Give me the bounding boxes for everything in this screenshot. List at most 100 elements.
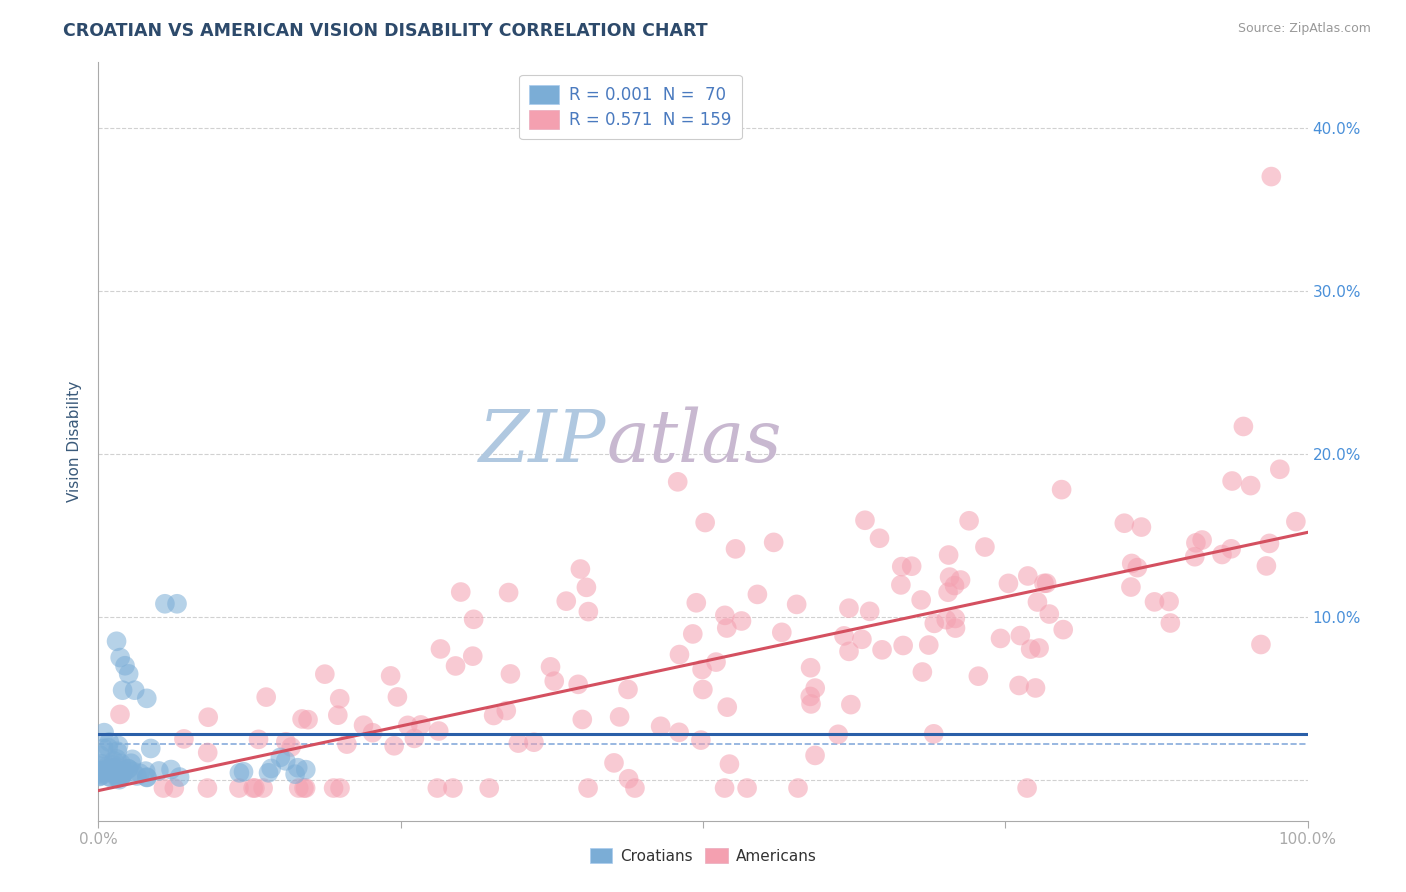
Point	[1256, 558, 1278, 573]
Point	[495, 704, 517, 718]
Point	[668, 725, 690, 739]
Point	[718, 757, 741, 772]
Point	[1119, 580, 1142, 594]
Point	[716, 700, 738, 714]
Point	[938, 548, 960, 562]
Point	[107, 744, 129, 758]
Point	[1008, 678, 1031, 692]
Point	[257, 765, 280, 780]
Point	[242, 780, 264, 795]
Point	[910, 593, 932, 607]
Text: Source: ZipAtlas.com: Source: ZipAtlas.com	[1237, 22, 1371, 36]
Point	[800, 697, 823, 711]
Point	[284, 767, 307, 781]
Point	[107, 771, 129, 785]
Point	[100, 770, 122, 784]
Point	[427, 724, 450, 739]
Point	[353, 718, 375, 732]
Point	[482, 708, 505, 723]
Point	[287, 780, 309, 795]
Point	[326, 708, 349, 723]
Point	[1052, 623, 1074, 637]
Point	[169, 770, 191, 784]
Point	[690, 733, 713, 747]
Point	[567, 677, 589, 691]
Point	[1185, 536, 1208, 550]
Point	[838, 601, 860, 615]
Point	[103, 761, 125, 775]
Point	[247, 732, 270, 747]
Point	[103, 754, 125, 768]
Point	[569, 562, 592, 576]
Point	[692, 682, 714, 697]
Point	[869, 531, 891, 545]
Point	[124, 683, 146, 698]
Point	[91, 768, 114, 782]
Point	[441, 780, 464, 795]
Point	[274, 754, 297, 768]
Point	[617, 682, 640, 697]
Point	[945, 621, 967, 635]
Point	[135, 771, 157, 785]
Point	[609, 710, 631, 724]
Point	[269, 750, 291, 764]
Point	[603, 756, 626, 770]
Point	[1184, 549, 1206, 564]
Point	[260, 761, 283, 775]
Point	[997, 576, 1019, 591]
Point	[685, 596, 707, 610]
Point	[118, 666, 141, 681]
Point	[297, 713, 319, 727]
Point	[387, 690, 409, 704]
Point	[704, 655, 727, 669]
Point	[336, 737, 359, 751]
Point	[105, 752, 128, 766]
Point	[1121, 557, 1143, 571]
Point	[762, 535, 785, 549]
Point	[121, 764, 143, 779]
Point	[935, 613, 957, 627]
Point	[949, 573, 972, 587]
Point	[571, 713, 593, 727]
Point	[329, 780, 352, 795]
Point	[89, 766, 111, 780]
Point	[1015, 780, 1038, 795]
Point	[96, 760, 118, 774]
Point	[97, 762, 120, 776]
Point	[121, 752, 143, 766]
Point	[730, 614, 752, 628]
Point	[540, 660, 562, 674]
Point	[1258, 536, 1281, 550]
Point	[804, 748, 827, 763]
Point	[139, 741, 162, 756]
Point	[361, 725, 384, 739]
Point	[274, 735, 297, 749]
Point	[173, 731, 195, 746]
Point	[294, 780, 316, 795]
Point	[461, 649, 484, 664]
Point	[1240, 478, 1263, 492]
Point	[294, 763, 316, 777]
Point	[90, 764, 112, 779]
Text: atlas: atlas	[606, 406, 782, 477]
Point	[111, 683, 134, 698]
Point	[1260, 169, 1282, 184]
Point	[444, 659, 467, 673]
Point	[105, 634, 128, 648]
Point	[100, 763, 122, 777]
Point	[695, 516, 717, 530]
Point	[832, 629, 855, 643]
Point	[666, 475, 689, 489]
Point	[463, 612, 485, 626]
Point	[252, 780, 274, 795]
Point	[404, 731, 426, 746]
Point	[853, 513, 876, 527]
Point	[450, 585, 472, 599]
Point	[117, 762, 139, 776]
Point	[329, 691, 352, 706]
Point	[409, 718, 432, 732]
Point	[98, 735, 121, 749]
Point	[804, 681, 827, 695]
Point	[713, 780, 735, 795]
Point	[922, 616, 945, 631]
